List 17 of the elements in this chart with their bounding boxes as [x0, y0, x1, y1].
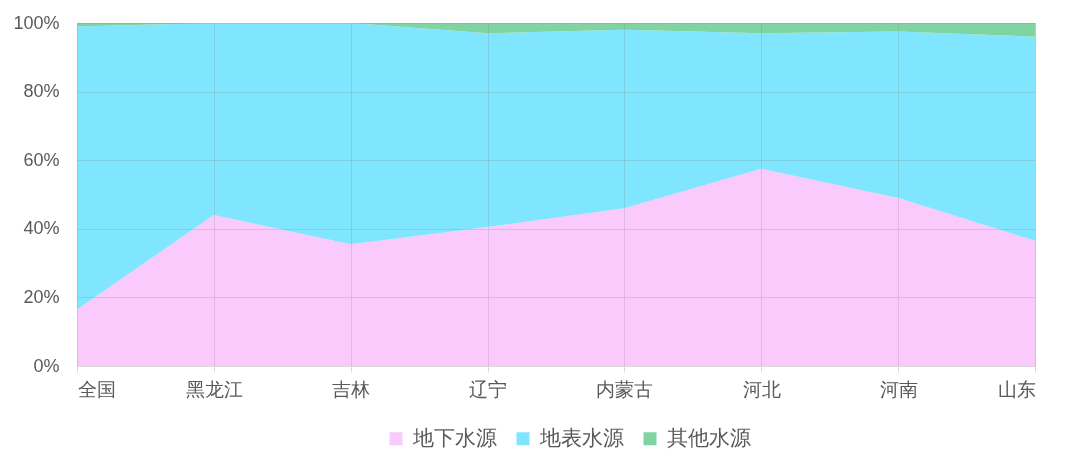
x-tick-label: 内蒙古: [596, 378, 654, 400]
legend-label: 地表水源: [538, 425, 624, 449]
x-tick-label: 全国: [77, 378, 116, 400]
y-tick-label: 100%: [13, 12, 60, 33]
legend-label: 其他水源: [666, 425, 751, 449]
x-tick-label: 河北: [742, 378, 781, 400]
x-tick-label: 辽宁: [469, 378, 508, 400]
x-tick-label: 河南: [879, 378, 918, 400]
y-tick-label: 20%: [23, 286, 60, 307]
x-tick-label: 黑龙江: [185, 378, 243, 400]
y-tick-label: 40%: [23, 218, 60, 239]
x-tick-label: 山东: [997, 378, 1036, 400]
x-tick-label: 吉林: [332, 378, 371, 400]
y-tick-label: 60%: [23, 149, 60, 170]
legend-label: 地下水源: [411, 425, 497, 449]
y-tick-label: 0%: [33, 355, 60, 376]
y-tick-label: 80%: [23, 81, 60, 102]
